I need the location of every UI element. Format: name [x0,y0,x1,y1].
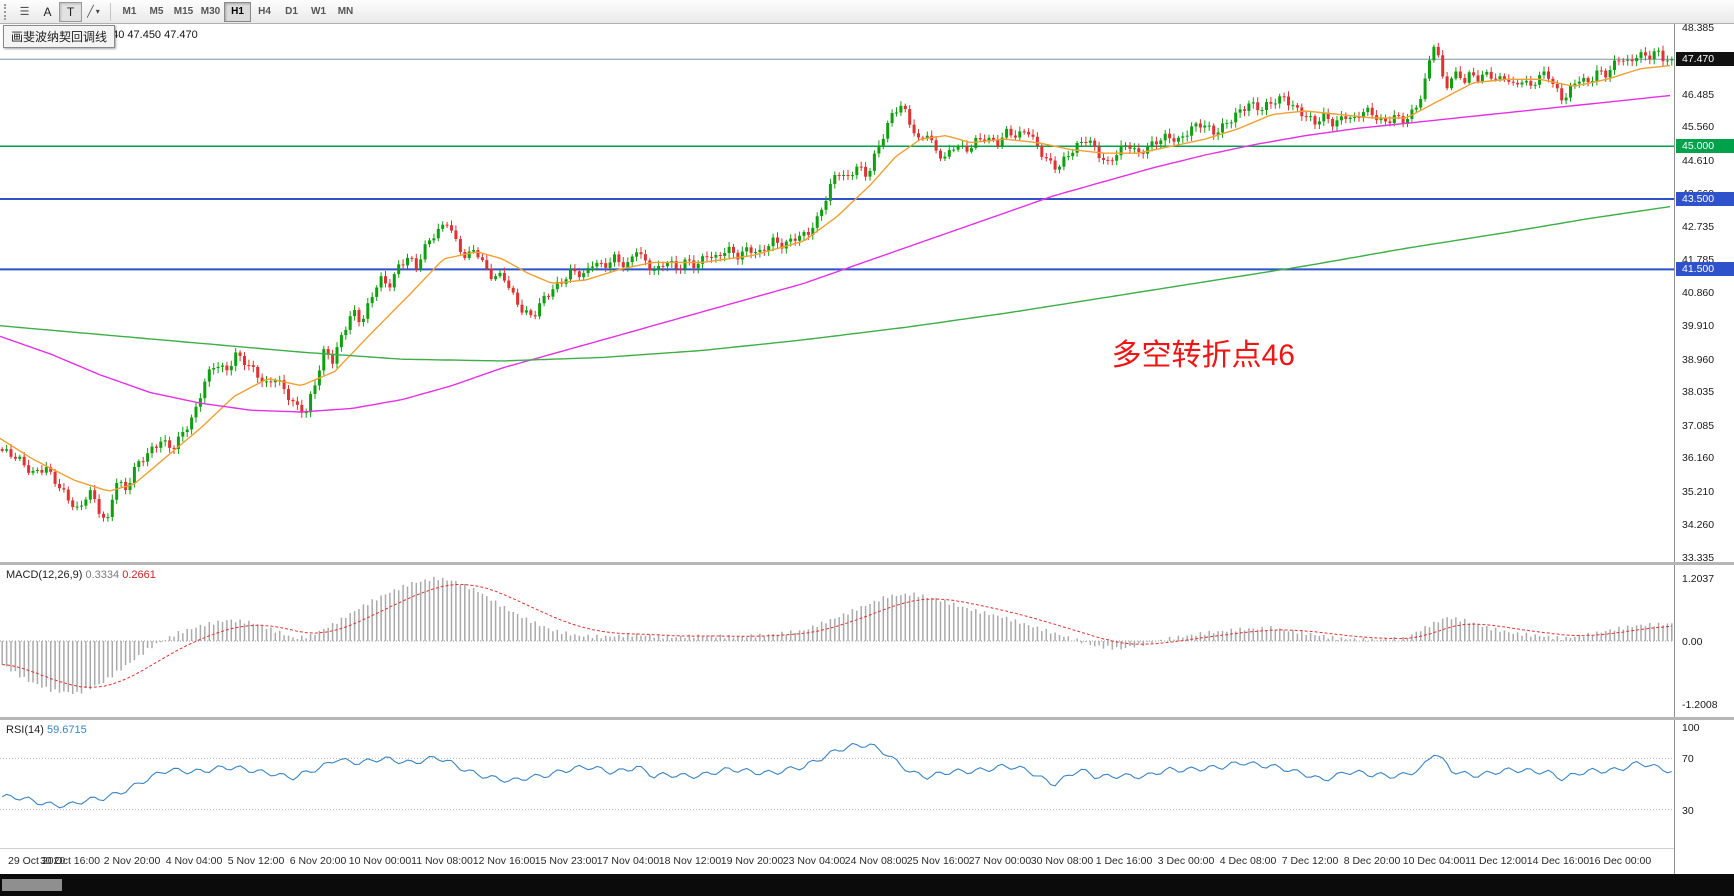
panel-divider[interactable] [0,717,1734,720]
scrollbar-thumb[interactable] [2,879,62,891]
fibonacci-tooltip: 画斐波纳契回调线 [3,25,116,48]
time-axis-label: 11 Dec 12:00 [1465,855,1527,867]
panel-divider[interactable] [0,562,1734,565]
timeframe-w1-button[interactable]: W1 [305,2,332,22]
line-tools-dropdown-icon: ╱ [87,6,94,18]
price-axis-label: 35.210 [1682,485,1715,498]
macd-chart[interactable] [0,565,1674,717]
rsi-axis-label: 30 [1682,804,1694,817]
timeframe-h4-button[interactable]: H4 [251,2,278,22]
toolbar: ☰ A T ╱ ▾ M1 M5 M15 M30 H1 H4 D1 W1 MN [0,0,1734,24]
rsi-axis-label: 70 [1682,753,1694,766]
macd-axis-label: 1.2037 [1682,572,1715,585]
time-axis-label: 15 Nov 23:00 [534,855,598,867]
time-axis-label: 18 Nov 12:00 [658,855,722,867]
timeframe-m15-button[interactable]: M15 [170,2,197,22]
time-axis-label: 25 Nov 16:00 [906,855,970,867]
price-axis-label: 33.335 [1682,551,1715,564]
price-axis-label: 42.735 [1682,220,1715,233]
macd-axis-label: -1.2008 [1682,698,1718,711]
price-scale[interactable]: 48.38546.48545.56044.61043.66042.73541.7… [1674,22,1734,874]
macd-panel: MACD(12,26,9) 0.3334 0.2661 [0,565,1674,717]
price-tag: 43.500 [1676,191,1734,206]
price-axis-label: 37.085 [1682,419,1715,432]
main-chart-panel: 画斐波纳契回调线 540 47.450 47.470 多空转折点46 [0,24,1674,562]
annotation-text-a-label: A [43,4,52,19]
timeframe-m1-button[interactable]: M1 [116,2,143,22]
time-axis-label: 27 Nov 00:00 [968,855,1032,867]
timeframe-h1-button[interactable]: H1 [224,1,251,22]
time-axis-label: 24 Nov 08:00 [844,855,908,867]
time-axis-label: 8 Dec 20:00 [1343,855,1401,867]
price-tag: 41.500 [1676,262,1734,277]
time-axis-label: 14 Dec 16:00 [1526,855,1590,867]
rsi-axis-label: 100 [1682,722,1700,734]
price-axis-label: 40.860 [1682,286,1715,299]
rsi-panel: RSI(14) 59.6715 [0,720,1674,848]
price-axis-label: 48.385 [1682,22,1715,34]
macd-axis-label: 0.00 [1682,636,1703,648]
rsi-chart[interactable] [0,720,1674,848]
time-axis-label: 1 Dec 16:00 [1095,855,1153,867]
time-axis-label: 10 Nov 00:00 [348,855,412,867]
time-axis-label: 6 Nov 20:00 [289,855,347,867]
price-axis-label: 45.560 [1682,121,1715,134]
line-tools-dropdown-button[interactable]: ╱ ▾ [82,2,105,22]
time-axis-label: 4 Nov 04:00 [165,855,223,867]
price-axis-label: 38.960 [1682,353,1715,366]
macd-name: MACD(12,26,9) [6,569,83,581]
timeframe-mn-button[interactable]: MN [332,2,359,22]
time-axis-label: 5 Nov 12:00 [227,855,285,867]
rsi-label: RSI(14) 59.6715 [6,724,87,736]
macd-value: 0.3334 [85,569,120,581]
text-label-label: T [66,4,75,19]
toolbar-separator [110,2,111,21]
time-axis-label: 17 Nov 04:00 [596,855,660,867]
price-tag: 47.470 [1676,52,1734,67]
time-axis-label: 3 Dec 00:00 [1157,855,1215,867]
toolbar-grip[interactable] [4,3,9,20]
price-axis-label: 36.160 [1682,452,1715,465]
rsi-name: RSI(14) [6,724,44,736]
text-label-button[interactable]: T [59,1,82,22]
time-axis-label: 12 Nov 16:00 [472,855,536,867]
macd-signal-value: 0.2661 [122,569,156,581]
time-axis[interactable]: 29 Oct 2020 30 Oct 16:00 2 Nov 20:00 4 Nov … [0,848,1674,874]
time-axis-label: 2 Nov 20:00 [103,855,161,867]
time-axis-label: 11 Nov 08:00 [411,855,473,867]
time-axis-label: 30 Nov 08:00 [1030,855,1094,867]
timeframe-m30-button[interactable]: M30 [197,2,224,22]
time-axis-label: 4 Dec 08:00 [1219,855,1277,867]
annotation-text-a-button[interactable]: A [36,2,59,22]
time-axis-label: 19 Nov 20:00 [720,855,784,867]
candlestick-chart[interactable] [0,24,1674,562]
dropdown-caret-icon: ▾ [95,7,100,16]
time-axis-label: 29 Oct 2020 [8,855,66,867]
time-axis-label: 30 Oct 16:00 [39,855,101,867]
time-axis-label: 10 Dec 04:00 [1402,855,1466,867]
quote-info-text: 540 47.450 47.470 [106,29,198,41]
price-tag: 45.000 [1676,139,1734,154]
fibonacci-retracement-button[interactable]: ☰ [13,2,36,22]
price-axis-label: 34.260 [1682,519,1715,532]
price-axis-label: 44.610 [1682,154,1715,167]
timeframe-m5-button[interactable]: M5 [143,2,170,22]
time-axis-label: 23 Nov 04:00 [782,855,846,867]
macd-label: MACD(12,26,9) 0.3334 0.2661 [6,569,156,581]
fibonacci-retracement-icon: ☰ [19,6,30,18]
bottom-scrollbar-track[interactable] [0,874,1734,896]
price-axis-label: 46.485 [1682,88,1715,101]
time-axis-label: 7 Dec 12:00 [1281,855,1339,867]
rsi-value: 59.6715 [46,724,87,736]
price-axis-label: 39.910 [1682,320,1715,333]
chart-annotation[interactable]: 多空转折点46 [1111,339,1295,373]
timeframe-d1-button[interactable]: D1 [278,2,305,22]
time-axis-label: 16 Dec 00:00 [1588,855,1652,867]
price-axis-label: 38.035 [1682,386,1715,399]
